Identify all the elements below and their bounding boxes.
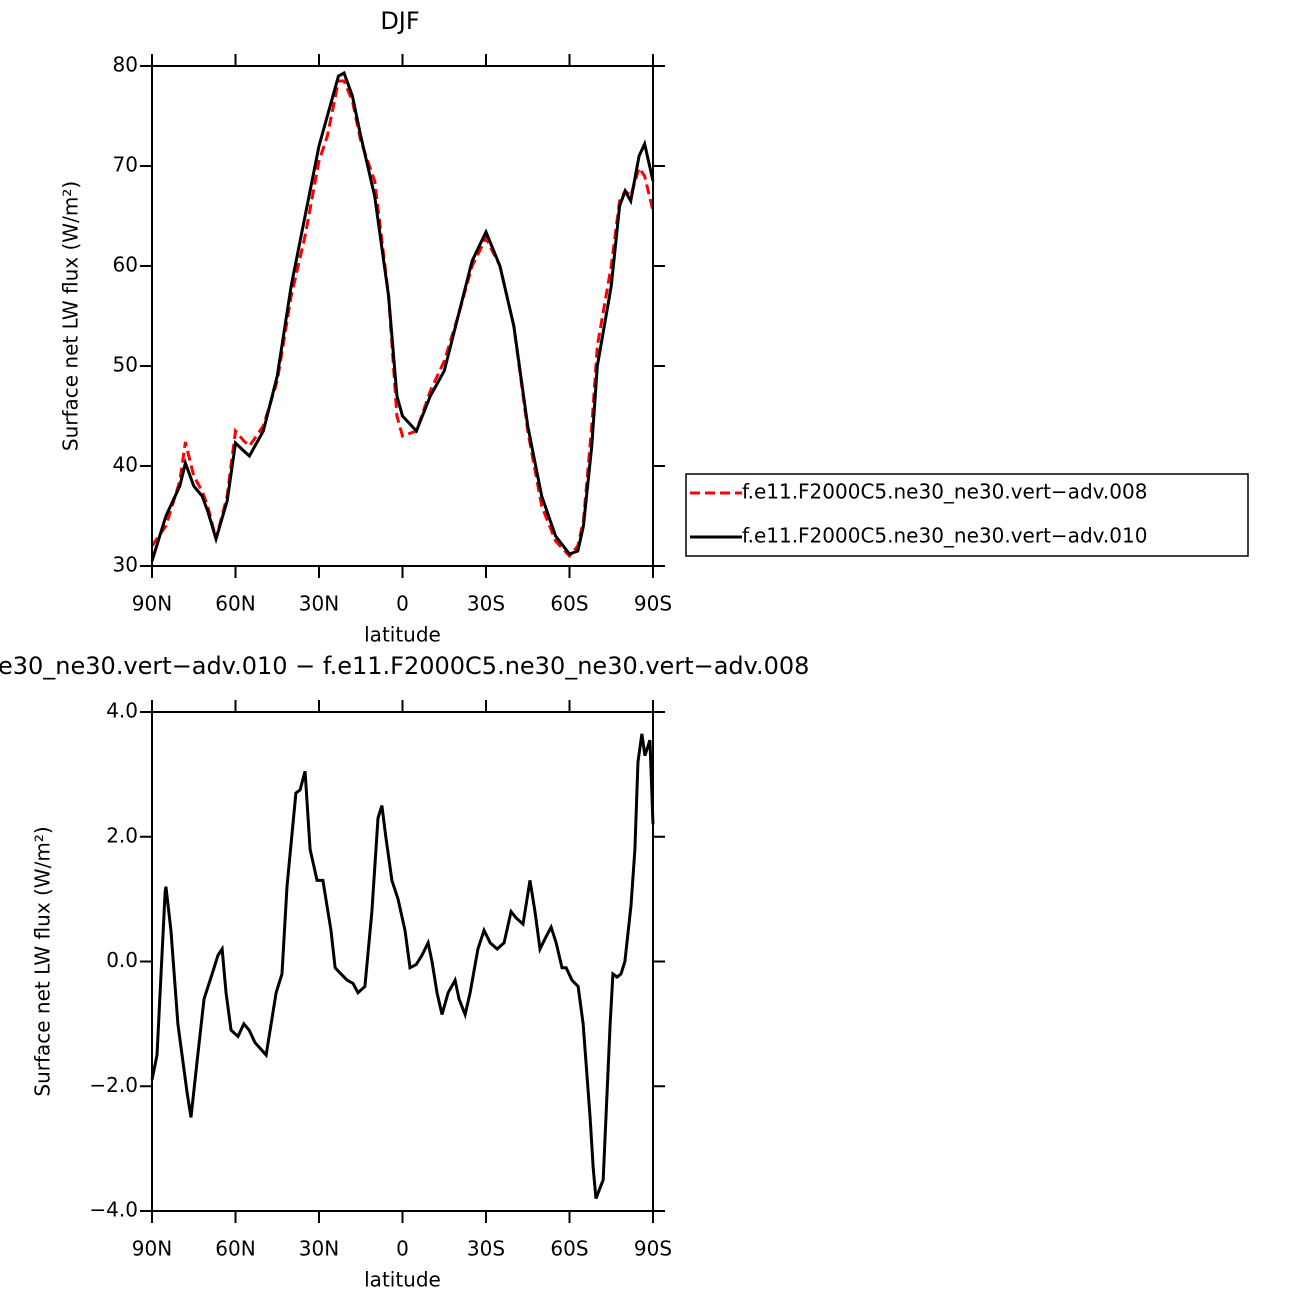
x-tick-label: 60N <box>215 1237 255 1261</box>
y-tick-label: −2.0 <box>89 1073 138 1097</box>
y-axis-label: Surface net LW flux (W/m²) <box>59 181 83 451</box>
x-tick-label: 90N <box>132 592 172 616</box>
y-tick-label: 60 <box>113 253 138 277</box>
chart-title: e30_ne30.vert−adv.010 − f.e11.F2000C5.ne… <box>0 652 809 680</box>
x-tick-label: 60S <box>550 592 588 616</box>
data-line <box>150 70 655 562</box>
x-tick-label: 30S <box>467 1237 505 1261</box>
y-tick-label: 70 <box>113 153 138 177</box>
y-tick-label: 30 <box>113 553 138 577</box>
legend-label: f.e11.F2000C5.ne30_ne30.vert−adv.010 <box>742 524 1147 548</box>
y-tick-label: 2.0 <box>106 823 138 847</box>
x-tick-label: 60S <box>550 1237 588 1261</box>
x-tick-label: 90N <box>132 1237 172 1261</box>
y-tick-label: 40 <box>113 453 138 477</box>
chart-title: DJF <box>380 7 419 35</box>
y-tick-label: 80 <box>113 53 138 77</box>
y-tick-label: 50 <box>113 353 138 377</box>
data-line <box>150 79 655 559</box>
x-tick-label: 30S <box>467 592 505 616</box>
x-tick-label: 30N <box>299 1237 339 1261</box>
plot-frame <box>151 65 654 567</box>
x-tick-label: 90S <box>634 1237 672 1261</box>
x-tick-label: 30N <box>299 592 339 616</box>
data-line <box>150 733 655 1200</box>
x-tick-label: 0 <box>396 592 409 616</box>
y-axis-label: Surface net LW flux (W/m²) <box>31 826 55 1096</box>
legend-box <box>685 473 1249 557</box>
y-tick-label: 4.0 <box>106 699 138 723</box>
x-tick-label: 60N <box>215 592 255 616</box>
legend-label: f.e11.F2000C5.ne30_ne30.vert−adv.008 <box>742 480 1147 504</box>
y-tick-label: 0.0 <box>106 948 138 972</box>
plot-frame <box>151 711 654 1212</box>
x-tick-label: 90S <box>634 592 672 616</box>
x-axis-label: latitude <box>364 1268 441 1292</box>
y-tick-label: −4.0 <box>89 1198 138 1222</box>
x-axis-label: latitude <box>364 623 441 647</box>
x-tick-label: 0 <box>396 1237 409 1261</box>
